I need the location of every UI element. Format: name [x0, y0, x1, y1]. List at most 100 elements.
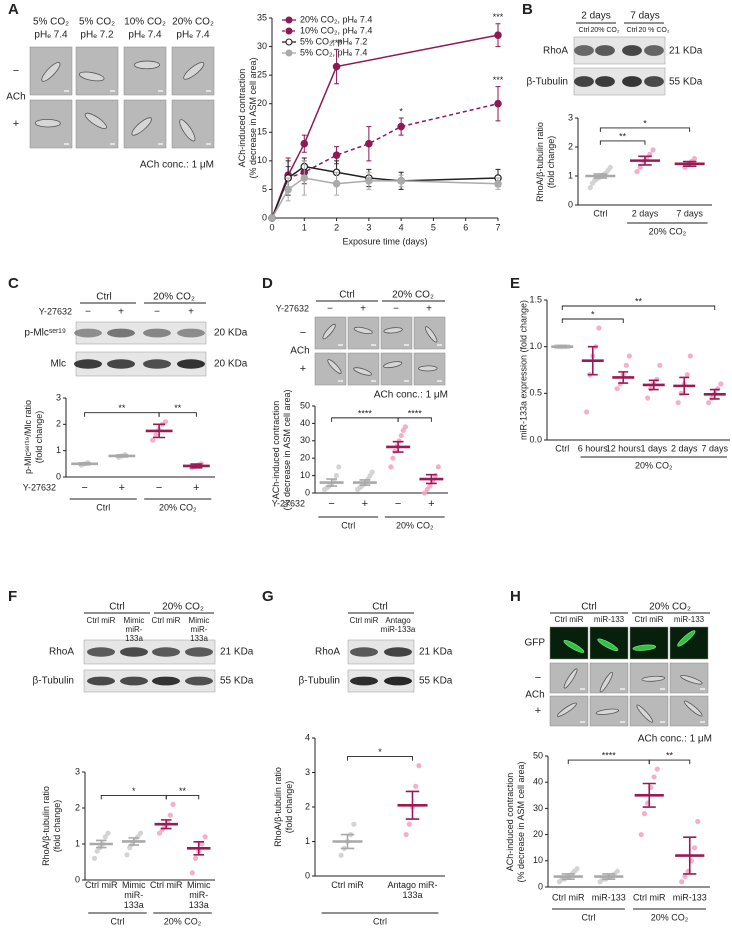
- stimulus-sign: −: [300, 327, 306, 339]
- y-tick-label: 30: [300, 435, 310, 445]
- significance-bracket: [561, 305, 716, 310]
- stimulus-label: ACh: [6, 92, 25, 103]
- size-label: 21 KDa: [220, 647, 254, 658]
- condition-label: pHₑ 7.2: [80, 30, 114, 41]
- lane-label: miR-133: [594, 615, 625, 624]
- significance-bracket: [599, 127, 691, 132]
- size-label: 21 KDa: [419, 647, 453, 658]
- y-axis-label: (% decrease in ASM cell area): [282, 389, 292, 510]
- y-tick-label: 1: [568, 170, 573, 180]
- lane-label: 20 % CO₂: [638, 27, 669, 34]
- blot-band: [107, 328, 135, 338]
- lane-label: Ctrl miR: [151, 616, 181, 625]
- lane-label: miR-133: [674, 615, 705, 624]
- group-label: Ctrl: [372, 602, 388, 613]
- y-tick-label: 50: [300, 400, 310, 410]
- y-tick-label: 40: [533, 777, 543, 787]
- micrograph: [75, 46, 119, 96]
- x-tick-label: 6: [463, 222, 468, 232]
- category-title: Y-27632: [272, 498, 305, 508]
- x-tick-label: +: [362, 498, 368, 510]
- data-point: [333, 473, 339, 479]
- lane-label: Mimic miR-133a: [188, 616, 210, 643]
- x-tick-label: −: [328, 498, 334, 510]
- data-point: [351, 821, 357, 827]
- panel-label: E: [510, 275, 520, 292]
- y-tick-label: 40: [300, 418, 310, 428]
- significance-bracket: [567, 759, 650, 765]
- data-point: [105, 830, 111, 836]
- significance-label: **: [635, 296, 643, 306]
- time-label: 2 days: [581, 11, 610, 22]
- stimulus-label: ACh: [525, 690, 544, 701]
- data-point: [397, 122, 405, 131]
- x-tick-label: 7 days: [676, 208, 703, 218]
- data-point: [654, 766, 660, 772]
- blot-band: [87, 676, 115, 686]
- blot-band: [644, 45, 664, 56]
- data-point: [398, 432, 404, 439]
- reporter-label: GFP: [524, 638, 545, 649]
- data-point: [614, 868, 621, 874]
- x-tick-label: 3: [366, 222, 371, 232]
- group-label: 20% CO₂: [162, 602, 204, 613]
- data-point: [709, 395, 715, 401]
- data-point: [637, 164, 643, 170]
- y-tick-label: 3: [56, 392, 61, 402]
- fluorescence-image: [669, 626, 709, 660]
- blot-band: [622, 76, 642, 87]
- cell: [327, 359, 342, 374]
- data-point: [678, 390, 684, 396]
- x-tick-label: 2 days: [632, 208, 659, 218]
- significance-label: ***: [493, 12, 504, 22]
- panel-label: H: [510, 588, 521, 605]
- x-tick-label: 0: [269, 222, 274, 232]
- significance-label: *: [643, 118, 647, 128]
- blot-band: [87, 647, 115, 657]
- concentration-label: ACh conc.: 1 μM: [374, 390, 448, 401]
- cell: [557, 702, 577, 717]
- y-axis-label: (fold change): [34, 411, 44, 464]
- legend-marker: [285, 49, 293, 57]
- significance-bracket: [599, 140, 646, 145]
- data-point: [300, 174, 309, 182]
- blot-band: [152, 647, 180, 657]
- size-label: 21 KDa: [669, 46, 703, 57]
- data-point: [718, 381, 724, 387]
- data-point: [648, 386, 654, 392]
- cell: [383, 327, 403, 334]
- data-point: [494, 179, 502, 188]
- y-tick-label: 1.0: [529, 341, 542, 351]
- cell: [599, 671, 613, 693]
- data-point: [424, 486, 430, 493]
- protein-label: Mlc: [50, 359, 66, 370]
- x-tick-label: 2 days: [671, 443, 698, 453]
- group-label: Ctrl: [96, 292, 112, 303]
- data-point: [623, 362, 629, 368]
- data-point: [300, 139, 309, 148]
- micrograph: [123, 46, 167, 96]
- group-label: Ctrl: [109, 602, 125, 613]
- cell: [641, 675, 666, 682]
- cell: [425, 326, 438, 343]
- data-point: [587, 185, 593, 191]
- significance-label: *: [591, 309, 595, 319]
- y-tick-label: 3: [568, 112, 573, 122]
- blot-band: [177, 328, 205, 338]
- y-tick-label: 4: [305, 732, 310, 742]
- cell: [133, 60, 160, 70]
- y-tick-label: 2: [568, 141, 573, 151]
- x-tick-label: Ctrl miR: [85, 880, 118, 890]
- y-tick-label: 0: [305, 870, 310, 880]
- y-tick-label: 2: [305, 801, 310, 811]
- significance-bracket: [165, 794, 200, 800]
- significance-label: *: [399, 106, 403, 116]
- blot-band: [185, 676, 213, 686]
- y-tick-label: 30: [257, 41, 267, 51]
- y-axis-label: (fold change): [52, 800, 62, 853]
- drug-sign: −: [85, 307, 91, 318]
- legend-label: 5% CO₂, pHₑ 7.2: [300, 36, 367, 46]
- concentration-label: ACh conc.: 1 μM: [638, 734, 712, 745]
- blot-band: [74, 328, 102, 338]
- legend-marker: [285, 27, 293, 35]
